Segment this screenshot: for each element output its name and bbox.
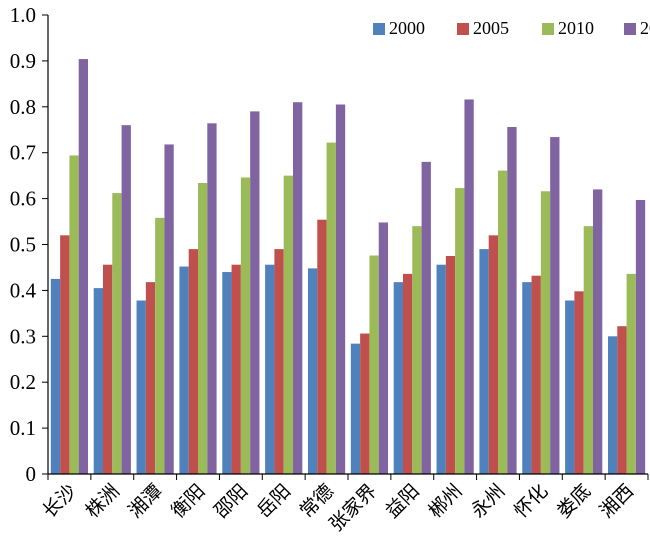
bar-2005-6 [317, 219, 327, 474]
bar-2010-1 [112, 193, 122, 474]
y-axis-tick-labels: 0 0.1 0.2 0.3 0.4 0.5 0.6 0.7 0.8 0.9 1.0 [10, 3, 37, 486]
bar-2015-1 [121, 125, 131, 474]
bar-2000-1 [93, 288, 103, 474]
bar-2000-5 [265, 264, 275, 474]
bar-2000-2 [136, 300, 146, 474]
bar-2010-7 [369, 255, 379, 474]
legend-label: 2000 [389, 18, 425, 38]
bar-2005-12 [574, 291, 584, 474]
y-tick-label: 0.6 [10, 187, 36, 211]
bar-2000-9 [436, 264, 446, 474]
legend-label: 2010 [558, 18, 594, 38]
bar-2000-7 [350, 343, 361, 474]
y-tick-label: 0 [26, 462, 37, 486]
bar-2000-12 [565, 300, 575, 474]
bar-2010-13 [626, 273, 636, 474]
bar-2000-10 [479, 249, 489, 474]
bar-2015-6 [335, 104, 346, 474]
y-tick-label: 1.0 [10, 3, 36, 27]
bar-2015-10 [507, 127, 517, 474]
bar-2015-11 [550, 137, 560, 474]
bar-2000-0 [50, 278, 61, 474]
bar-2015-2 [164, 144, 174, 474]
bar-2005-3 [188, 249, 198, 474]
bar-2005-10 [488, 235, 498, 474]
bar-2015-9 [464, 99, 474, 475]
bar-2005-9 [445, 255, 456, 474]
x-category-label: 湘西 [596, 480, 638, 522]
legend: 2000 2005 2010 2015 [373, 18, 650, 38]
bar-2000-3 [179, 266, 189, 474]
y-tick-label: 0.4 [10, 278, 37, 302]
bar-2015-0 [78, 59, 89, 475]
bars [50, 59, 646, 475]
bar-2005-0 [60, 235, 70, 474]
x-category-label: 娄底 [553, 480, 595, 522]
x-category-label: 株洲 [81, 480, 123, 522]
bar-2010-10 [498, 170, 508, 474]
bar-2010-3 [198, 182, 208, 475]
bar-2010-0 [69, 155, 79, 474]
bar-2010-5 [283, 175, 294, 474]
legend-swatch-2005 [457, 23, 469, 35]
x-category-label: 张家界 [325, 480, 381, 536]
legend-swatch-2015 [624, 23, 636, 35]
bar-2015-8 [421, 161, 431, 474]
x-category-label: 衡阳 [167, 480, 209, 522]
y-tick-label: 0.8 [10, 95, 36, 119]
bar-2010-6 [326, 142, 336, 474]
bar-2015-13 [635, 199, 646, 475]
x-category-label: 湘潭 [124, 480, 166, 522]
axes [42, 14, 649, 480]
x-category-label: 怀化 [510, 480, 552, 522]
bar-2005-2 [145, 282, 156, 474]
x-category-label: 郴州 [424, 480, 466, 522]
y-tick-label: 0.3 [10, 324, 36, 348]
bar-2015-3 [207, 123, 217, 474]
y-tick-label: 0.1 [10, 416, 36, 440]
bar-2005-8 [402, 273, 413, 474]
bar-2015-4 [250, 111, 260, 474]
bar-2000-8 [393, 282, 403, 474]
y-tick-label: 0.2 [10, 370, 36, 394]
legend-label: 2015 [640, 18, 650, 38]
bar-2005-1 [102, 264, 113, 474]
bar-2015-5 [293, 102, 303, 475]
legend-swatch-2000 [373, 23, 385, 35]
bar-2015-12 [593, 189, 603, 475]
bar-2010-4 [240, 177, 251, 475]
bar-2005-4 [231, 264, 241, 474]
bar-2005-11 [531, 275, 541, 474]
bar-2010-2 [155, 217, 165, 474]
bar-2005-5 [274, 249, 284, 474]
bar-2015-7 [378, 222, 389, 474]
bar-2010-9 [455, 188, 465, 475]
bar-2005-7 [360, 333, 370, 474]
x-category-label: 长沙 [39, 480, 81, 522]
bar-2000-6 [307, 268, 318, 474]
bar-2010-8 [412, 226, 422, 474]
legend-swatch-2010 [542, 23, 554, 35]
bar-2010-12 [583, 226, 594, 474]
x-category-label: 永州 [467, 480, 509, 522]
y-tick-label: 0.9 [10, 49, 36, 73]
legend-label: 2005 [473, 18, 509, 38]
x-category-label: 益阳 [381, 480, 423, 522]
y-tick-label: 0.5 [10, 233, 36, 257]
x-category-label: 邵阳 [210, 480, 252, 522]
y-tick-label: 0.7 [10, 141, 36, 165]
x-category-label: 岳阳 [253, 480, 295, 522]
bar-2000-13 [607, 336, 618, 474]
bar-2000-11 [522, 282, 532, 474]
bar-2010-11 [540, 191, 551, 474]
bar-2000-4 [222, 272, 232, 474]
bar-2005-13 [617, 326, 627, 474]
